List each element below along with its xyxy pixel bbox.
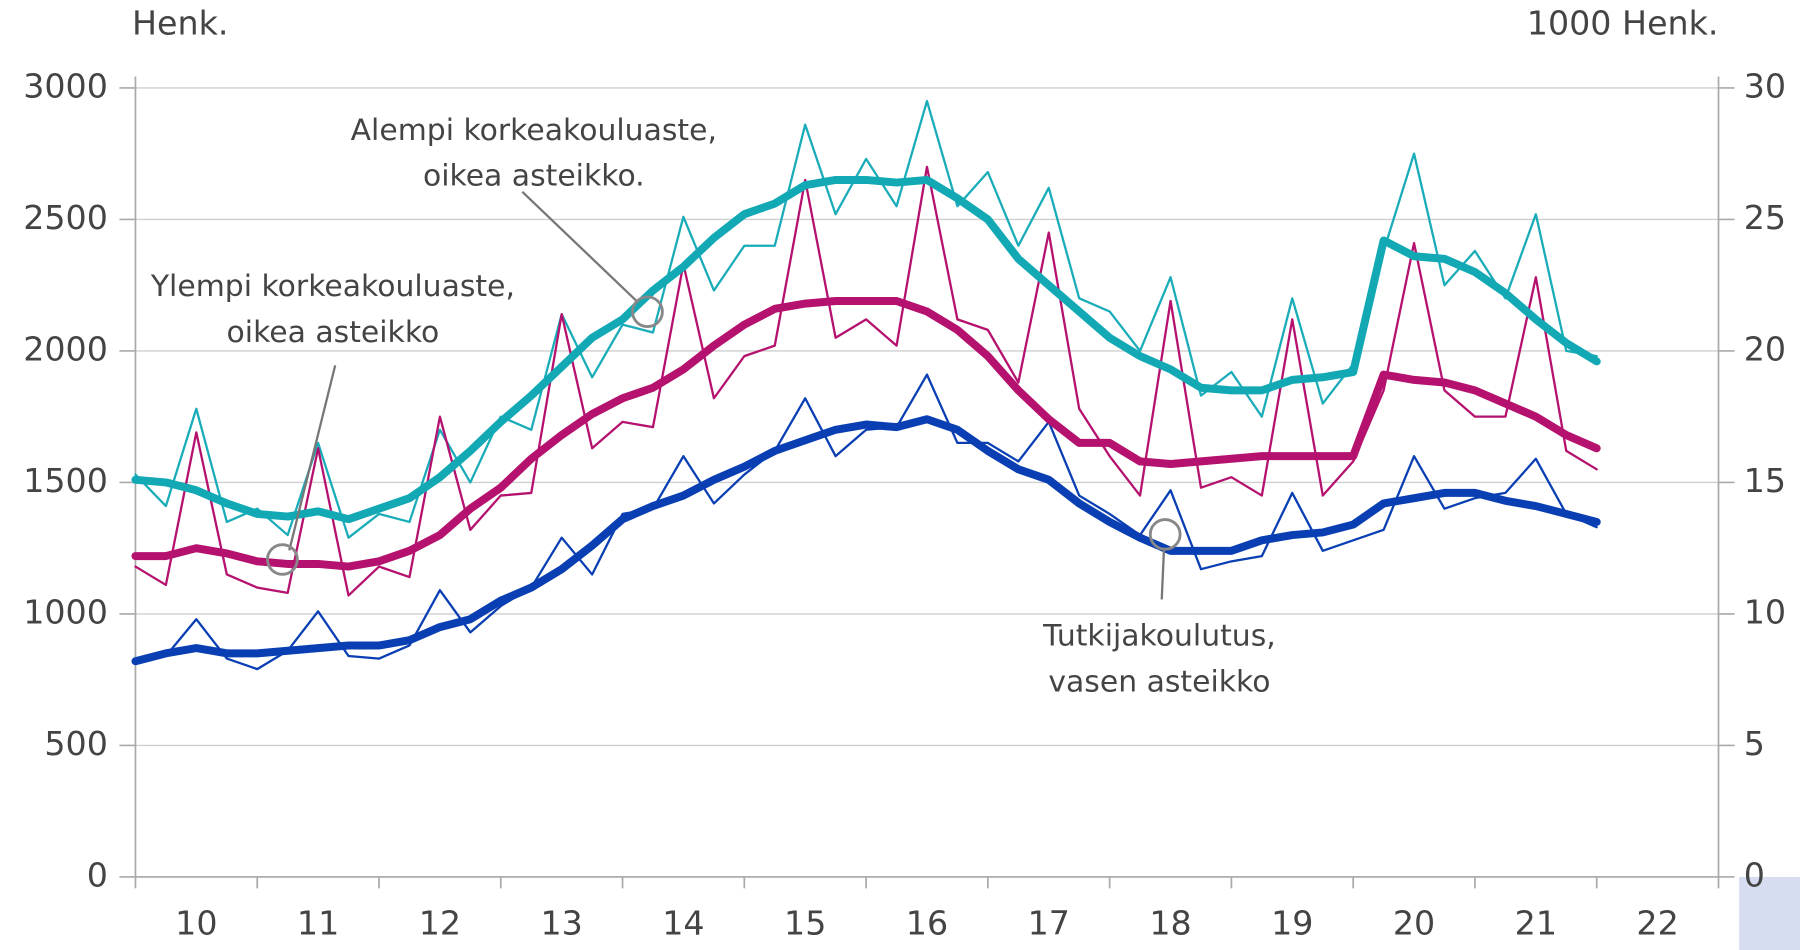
y-tick-label: 2500 [23, 198, 108, 237]
x-tick-label: 11 [297, 903, 339, 942]
y-tick-label: 2000 [23, 329, 108, 368]
annotation-leader [1160, 548, 1166, 600]
y-tick-label: 1500 [23, 461, 108, 500]
y-tick-label: 1000 [23, 592, 108, 631]
x-tick-label: 21 [1515, 903, 1557, 942]
annotation-leader [521, 191, 640, 304]
annotation: Ylempi korkeakouluaste, [150, 269, 515, 304]
y-tick-label: 500 [44, 724, 108, 763]
series-line [134, 373, 1598, 671]
x-tick-label: 20 [1393, 903, 1435, 942]
annotation-leader [288, 365, 337, 551]
annotation-marker [631, 295, 664, 328]
y2-tick-label: 25 [1744, 198, 1786, 237]
x-tick-label: 19 [1271, 903, 1313, 942]
y2-axis-label: 1000 Henk. [1527, 4, 1719, 43]
y-tick-label: 0 [87, 855, 108, 894]
y2-tick-label: 10 [1744, 592, 1786, 631]
series-line [131, 415, 1601, 666]
annotation: oikea asteikko. [423, 159, 645, 194]
x-tick-label: 22 [1636, 903, 1678, 942]
y-tick-label: 3000 [23, 66, 108, 105]
annotation-marker [266, 543, 299, 576]
annotation-marker [1148, 518, 1182, 551]
y2-tick-label: 30 [1744, 66, 1786, 105]
y2-tick-label: 15 [1744, 461, 1786, 500]
x-tick-label: 18 [1149, 903, 1191, 942]
x-tick-label: 12 [419, 903, 461, 942]
series-line [134, 165, 1598, 597]
y-axis-label: Henk. [132, 4, 228, 43]
x-tick-label: 10 [175, 903, 217, 942]
x-tick-label: 16 [906, 903, 948, 942]
series-line [131, 175, 1601, 524]
x-tick-label: 13 [540, 903, 582, 942]
y2-tick-label: 5 [1744, 724, 1765, 763]
y2-tick-label: 0 [1744, 855, 1765, 894]
x-tick-label: 14 [662, 903, 704, 942]
series-line [131, 296, 1601, 571]
annotation: Alempi korkeakouluaste, [351, 113, 717, 148]
corner-box [1739, 876, 1800, 950]
y2-tick-label: 20 [1744, 329, 1786, 368]
annotation: oikea asteikko [227, 315, 440, 350]
annotation: vasen asteikko [1048, 664, 1270, 699]
x-tick-label: 15 [784, 903, 826, 942]
x-tick-label: 17 [1028, 903, 1070, 942]
annotation: Tutkijakoulutus, [1042, 619, 1276, 654]
